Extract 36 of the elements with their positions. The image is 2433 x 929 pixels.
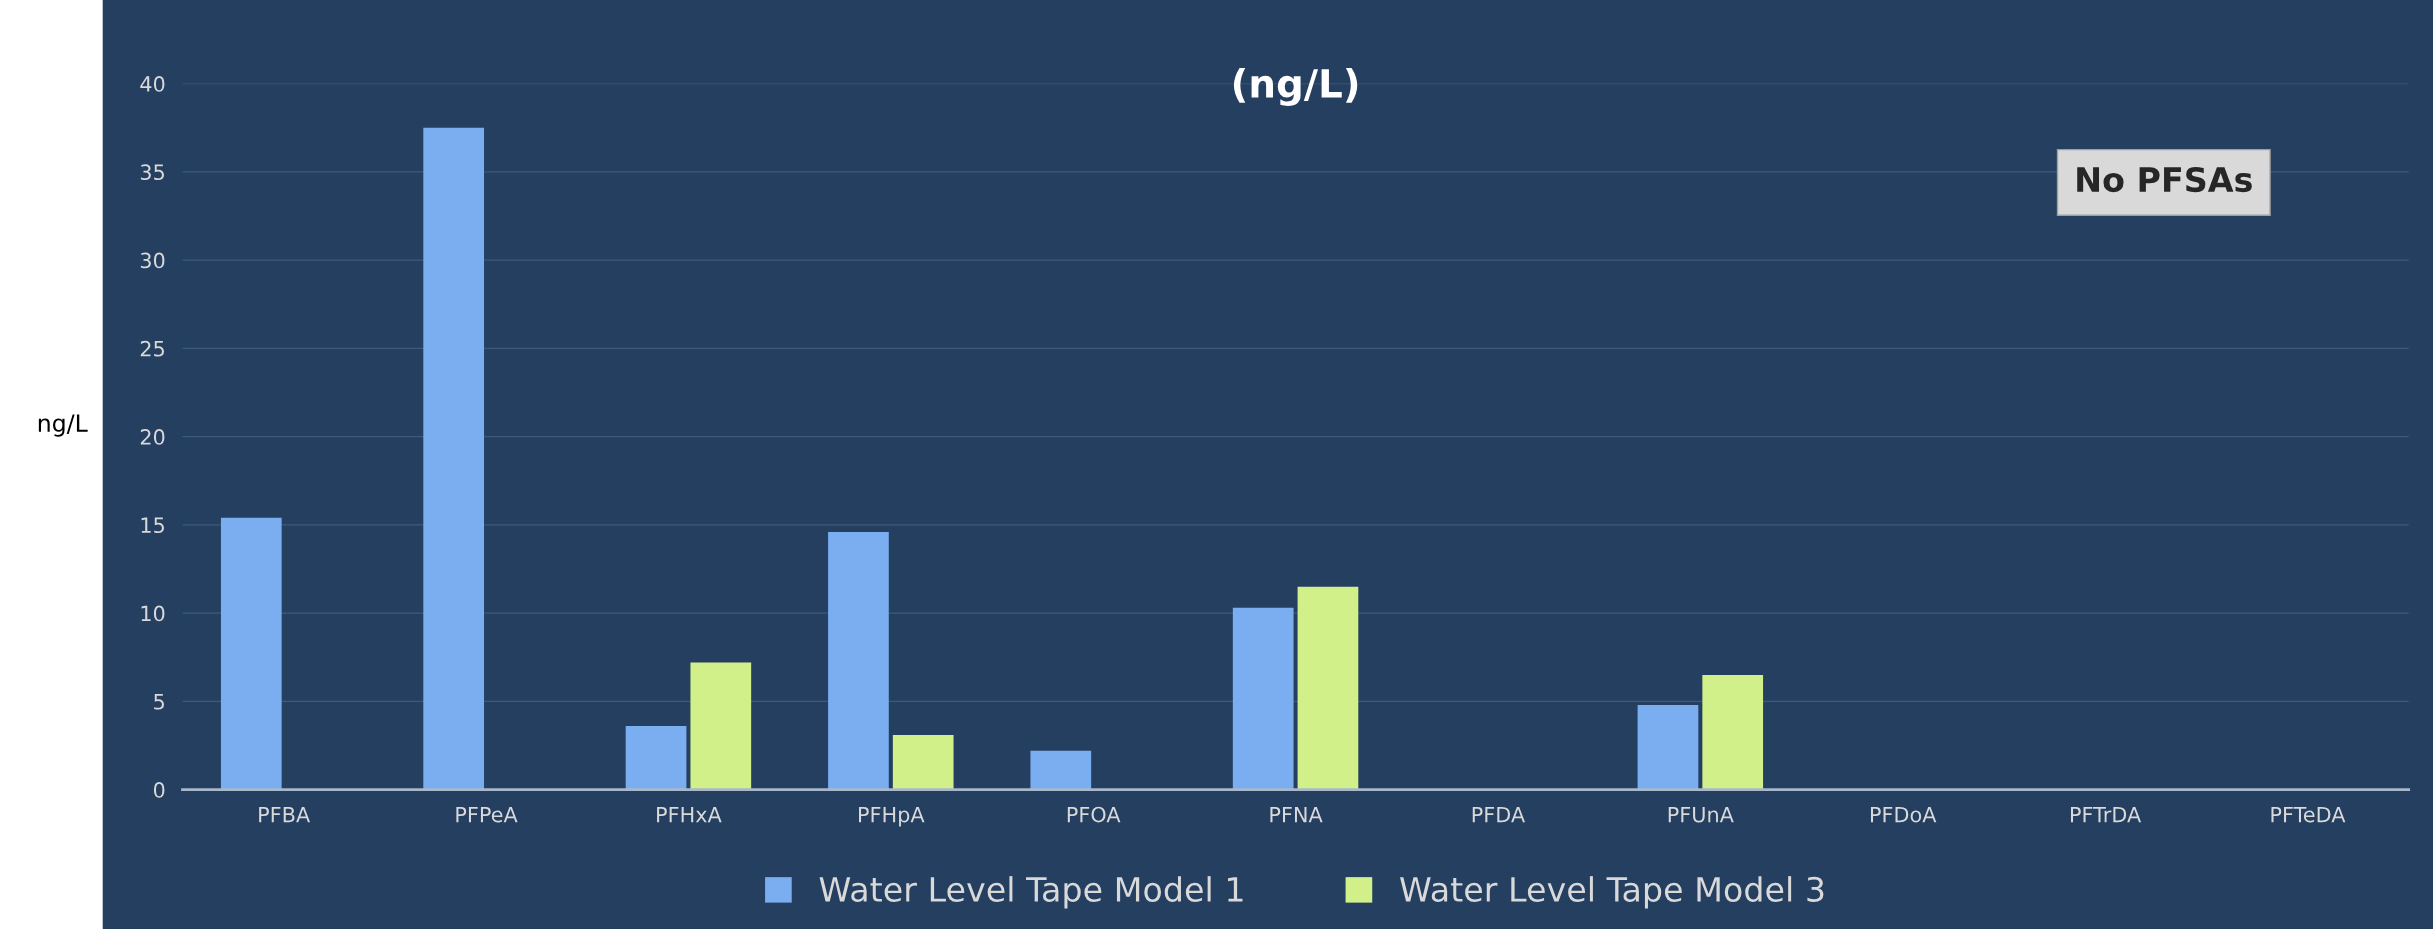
x-tick-label: PFOA <box>1067 806 1121 823</box>
bar <box>690 662 752 790</box>
x-tick-label: PFHxA <box>657 806 722 823</box>
y-tick-label: 5 <box>154 694 164 710</box>
x-tick-label: PFPeA <box>456 806 518 823</box>
bar <box>1637 704 1699 790</box>
x-tick-label: PFBA <box>259 806 311 823</box>
bar <box>892 734 954 790</box>
annotation: No PFSAs <box>2077 166 2252 193</box>
y-axis-title: ng/L <box>38 414 88 437</box>
bar <box>1232 607 1294 790</box>
bar <box>828 531 889 790</box>
x-tick-label: PFTrDA <box>2070 806 2142 823</box>
y-tick-label: 15 <box>141 517 164 534</box>
y-tick-label: 30 <box>140 252 165 269</box>
x-tick-label: PFNA <box>1270 806 1323 823</box>
x-tick-label: PFHpA <box>859 806 925 827</box>
y-tick-label: 10 <box>141 605 165 622</box>
chart-title: (ng/L) <box>1233 67 1358 106</box>
bar <box>220 517 282 790</box>
legend-label: Water Level Tape Model 1 <box>819 876 1243 909</box>
x-tick-label: PFTeDA <box>2271 806 2346 823</box>
x-tick-label: PFDA <box>1472 806 1526 823</box>
y-tick-label: 0 <box>153 782 165 798</box>
y-tick-label: 40 <box>140 76 165 92</box>
bar <box>1030 750 1092 790</box>
legend-label: Water Level Tape Model 3 <box>1400 876 1824 909</box>
x-tick-label: PFUnA <box>1668 806 1734 823</box>
y-tick-label: 25 <box>140 340 164 357</box>
bar <box>1297 586 1359 790</box>
bar <box>1702 674 1764 790</box>
y-tick-label: 20 <box>140 429 165 445</box>
bar <box>423 127 485 790</box>
x-tick-label: PFDoA <box>1870 806 1937 823</box>
y-tick-label: 35 <box>140 164 164 181</box>
bar <box>625 726 687 790</box>
